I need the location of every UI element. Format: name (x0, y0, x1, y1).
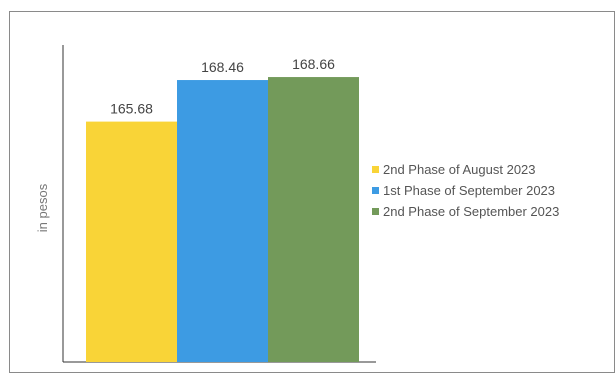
legend-label-2: 1st Phase of September 2023 (383, 183, 555, 198)
bar-3 (268, 77, 359, 362)
legend: 2nd Phase of August 2023 1st Phase of Sep… (372, 162, 559, 219)
data-labels-group: 165.68 168.46 168.66 (110, 56, 335, 117)
data-label-3: 168.66 (292, 56, 335, 72)
legend-swatch-1 (372, 166, 379, 173)
y-axis-label: in pesos (35, 183, 50, 232)
legend-swatch-3 (372, 208, 379, 215)
bars-group (86, 77, 359, 362)
bar-1 (86, 121, 177, 362)
bar-2 (177, 80, 268, 362)
data-label-2: 168.46 (201, 59, 244, 75)
legend-label-3: 2nd Phase of September 2023 (383, 204, 559, 219)
data-label-1: 165.68 (110, 101, 153, 117)
legend-label-1: 2nd Phase of August 2023 (383, 162, 536, 177)
legend-swatch-2 (372, 187, 379, 194)
